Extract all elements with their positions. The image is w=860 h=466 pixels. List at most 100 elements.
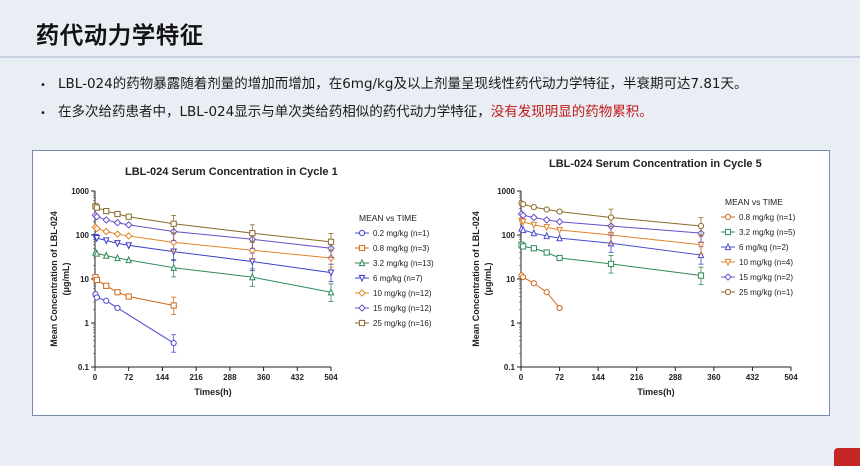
series-line bbox=[95, 252, 332, 293]
data-point bbox=[555, 217, 564, 226]
series-7 bbox=[92, 203, 335, 252]
data-point bbox=[125, 293, 132, 300]
x-tick-label: 504 bbox=[784, 373, 798, 382]
chart-2: LBL-024 Serum Concentration in Cycle 5 0.… bbox=[471, 158, 798, 397]
data-point bbox=[103, 207, 110, 215]
legend-marker bbox=[358, 304, 366, 312]
data-point bbox=[93, 212, 101, 221]
data-point bbox=[114, 210, 121, 218]
data-point bbox=[520, 243, 527, 250]
x-tick-label: 0 bbox=[519, 373, 524, 382]
y-tick-label: 1 bbox=[85, 319, 90, 328]
data-point bbox=[697, 222, 705, 230]
x-tick-label: 144 bbox=[591, 373, 605, 382]
data-point bbox=[93, 276, 100, 284]
y-tick-label: 0.1 bbox=[504, 363, 516, 372]
legend-title: MEAN vs TIME bbox=[359, 213, 417, 223]
x-tick-label: 0 bbox=[93, 373, 98, 382]
series-2 bbox=[518, 241, 705, 286]
y-tick-label: 10 bbox=[80, 275, 89, 284]
data-point bbox=[125, 242, 133, 250]
legend-marker bbox=[358, 319, 366, 327]
bullet-item: • 在多次给药患者中，LBL-024显示与单次类给药相似的药代动力学特征， 没有发… bbox=[40, 100, 850, 120]
data-point bbox=[530, 221, 538, 230]
data-point bbox=[543, 231, 551, 240]
bullet-item: • LBL-024的药物暴露随着剂量的增加而增加，在6mg/kg及以上剂量呈现线… bbox=[40, 72, 850, 92]
data-point bbox=[93, 294, 100, 301]
data-point bbox=[125, 255, 133, 264]
series-3 bbox=[92, 248, 335, 302]
legend-marker bbox=[724, 242, 732, 251]
legend-label: 15 mg/kg (n=12) bbox=[373, 304, 432, 313]
bullet-list: • LBL-024的药物暴露随着剂量的增加而增加，在6mg/kg及以上剂量呈现线… bbox=[40, 72, 850, 128]
data-point bbox=[556, 254, 563, 262]
data-point bbox=[93, 249, 101, 257]
y-axis-label: Mean Concentration of LBL-024 bbox=[471, 211, 481, 347]
legend-label: 25 mg/kg (n=16) bbox=[373, 319, 432, 328]
legend-marker bbox=[358, 289, 366, 297]
slide-title: 药代动力学特征 bbox=[36, 23, 204, 49]
y-tick-label: 1000 bbox=[497, 187, 515, 196]
legend: MEAN vs TIME 0.8 mg/kg (n=1) 3.2 mg/kg (n=… bbox=[721, 197, 796, 297]
x-tick-label: 288 bbox=[223, 373, 237, 382]
data-point bbox=[114, 240, 121, 248]
x-tick-label: 72 bbox=[555, 373, 564, 382]
data-point bbox=[530, 213, 538, 222]
x-tick-label: 216 bbox=[189, 373, 203, 382]
legend-label: 0.8 mg/kg (n=3) bbox=[373, 244, 430, 253]
bullet-text: LBL-024的药物暴露随着剂量的增加而增加，在6mg/kg及以上剂量呈现线性药… bbox=[58, 76, 748, 92]
data-point bbox=[543, 206, 550, 213]
legend-label: 15 mg/kg (n=2) bbox=[739, 273, 793, 282]
data-point bbox=[170, 220, 177, 227]
data-point bbox=[543, 289, 550, 296]
x-tick-label: 432 bbox=[746, 373, 760, 382]
x-axis-label: Times(h) bbox=[637, 387, 674, 397]
x-tick-label: 360 bbox=[257, 373, 271, 382]
data-point bbox=[519, 211, 527, 220]
legend-marker bbox=[724, 273, 732, 281]
x-tick-label: 360 bbox=[707, 373, 721, 382]
data-point bbox=[556, 208, 563, 215]
series-line bbox=[521, 275, 560, 309]
legend-label: 6 mg/kg (n=2) bbox=[739, 243, 789, 252]
chart-title: LBL-024 Serum Concentration in Cycle 5 bbox=[549, 158, 762, 170]
legend-marker bbox=[724, 213, 732, 221]
data-point bbox=[556, 304, 563, 312]
data-point bbox=[248, 272, 256, 281]
data-point bbox=[124, 232, 133, 240]
data-point bbox=[125, 213, 132, 220]
data-point bbox=[102, 251, 110, 259]
data-point bbox=[327, 269, 335, 277]
data-point bbox=[103, 297, 110, 304]
x-tick-label: 72 bbox=[124, 373, 133, 382]
data-point bbox=[114, 289, 121, 296]
data-point bbox=[556, 233, 563, 242]
legend-marker bbox=[358, 229, 366, 237]
legend-label: 10 mg/kg (n=12) bbox=[373, 289, 432, 298]
legend-label: 0.8 mg/kg (n=1) bbox=[739, 213, 796, 222]
data-point bbox=[520, 274, 527, 281]
data-point bbox=[607, 260, 615, 268]
chart-panel: LBL-024 Serum Concentration in Cycle 1 0.… bbox=[32, 150, 830, 416]
data-point bbox=[520, 201, 527, 208]
legend-label: 3.2 mg/kg (n=5) bbox=[739, 228, 796, 237]
data-point bbox=[697, 250, 705, 259]
x-tick-label: 432 bbox=[291, 373, 305, 382]
legend-marker bbox=[358, 274, 366, 283]
legend-label: 0.2 mg/kg (n=1) bbox=[373, 229, 430, 238]
y-tick-label: 0.1 bbox=[78, 363, 90, 372]
series-1 bbox=[518, 272, 563, 312]
data-point bbox=[93, 235, 101, 243]
legend-marker bbox=[724, 258, 732, 267]
legend-label: 3.2 mg/kg (n=13) bbox=[373, 259, 434, 268]
data-point bbox=[103, 282, 110, 289]
data-point bbox=[114, 304, 121, 312]
x-axis-label: Times(h) bbox=[194, 387, 231, 397]
title-divider bbox=[0, 56, 860, 58]
bullet-text: 在多次给药患者中，LBL-024显示与单次类给药相似的药代动力学特征， bbox=[58, 104, 491, 120]
chart-title: LBL-024 Serum Concentration in Cycle 1 bbox=[125, 166, 338, 178]
data-point bbox=[102, 227, 111, 236]
legend-label: 6 mg/kg (n=7) bbox=[373, 274, 423, 283]
y-axis-unit-label: (μg/mL) bbox=[61, 262, 71, 295]
bullet-dot-icon: • bbox=[40, 108, 46, 119]
